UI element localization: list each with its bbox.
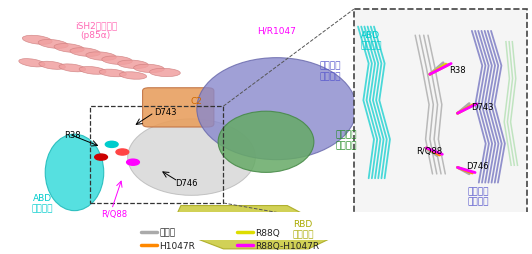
Ellipse shape (45, 135, 104, 211)
Text: D746: D746 (176, 178, 198, 187)
Text: 野生型: 野生型 (160, 228, 176, 237)
Ellipse shape (197, 58, 356, 160)
Ellipse shape (39, 62, 65, 70)
Text: RBD
ドメイン: RBD ドメイン (293, 219, 314, 238)
Circle shape (95, 154, 107, 161)
Ellipse shape (99, 70, 126, 77)
Circle shape (127, 160, 139, 166)
Ellipse shape (102, 57, 132, 65)
Ellipse shape (38, 40, 68, 49)
Ellipse shape (134, 65, 164, 73)
Ellipse shape (118, 61, 148, 69)
Text: ABD
ドメイン: ABD ドメイン (361, 31, 382, 50)
Text: ABD
ドメイン: ABD ドメイン (32, 194, 53, 213)
Text: iSH2ドメイン
(p85α): iSH2ドメイン (p85α) (74, 21, 117, 40)
FancyBboxPatch shape (143, 88, 214, 128)
Bar (354, 10, 527, 226)
Text: D746: D746 (466, 161, 489, 170)
Text: R/Q88: R/Q88 (101, 209, 127, 218)
Ellipse shape (119, 72, 147, 80)
Ellipse shape (128, 119, 255, 196)
Ellipse shape (54, 44, 84, 53)
Circle shape (116, 149, 129, 155)
Polygon shape (170, 206, 340, 249)
Text: R38: R38 (449, 66, 466, 75)
Text: R/Q88: R/Q88 (416, 146, 442, 155)
Text: D743: D743 (154, 107, 177, 116)
Ellipse shape (86, 53, 117, 61)
Ellipse shape (218, 112, 314, 173)
Text: キナーゼ
ドメイン: キナーゼ ドメイン (319, 61, 340, 81)
Text: R88Q-H1047R: R88Q-H1047R (255, 241, 320, 250)
Ellipse shape (70, 49, 100, 57)
Ellipse shape (59, 65, 86, 73)
Text: C2: C2 (191, 97, 203, 106)
Text: D743: D743 (471, 103, 494, 112)
Text: ヘリカル
ドメイン: ヘリカル ドメイン (335, 130, 356, 149)
Circle shape (105, 142, 118, 148)
Ellipse shape (19, 59, 45, 68)
Text: H/R1047: H/R1047 (257, 26, 296, 35)
Ellipse shape (149, 69, 180, 77)
Text: H1047R: H1047R (160, 241, 195, 250)
Bar (149, 212, 532, 240)
Ellipse shape (22, 36, 52, 45)
Text: R38: R38 (64, 130, 80, 139)
Text: キナーゼ
ドメイン: キナーゼ ドメイン (468, 186, 489, 205)
Text: R88Q: R88Q (255, 228, 280, 237)
Bar (90, 107, 223, 203)
Ellipse shape (79, 67, 106, 75)
